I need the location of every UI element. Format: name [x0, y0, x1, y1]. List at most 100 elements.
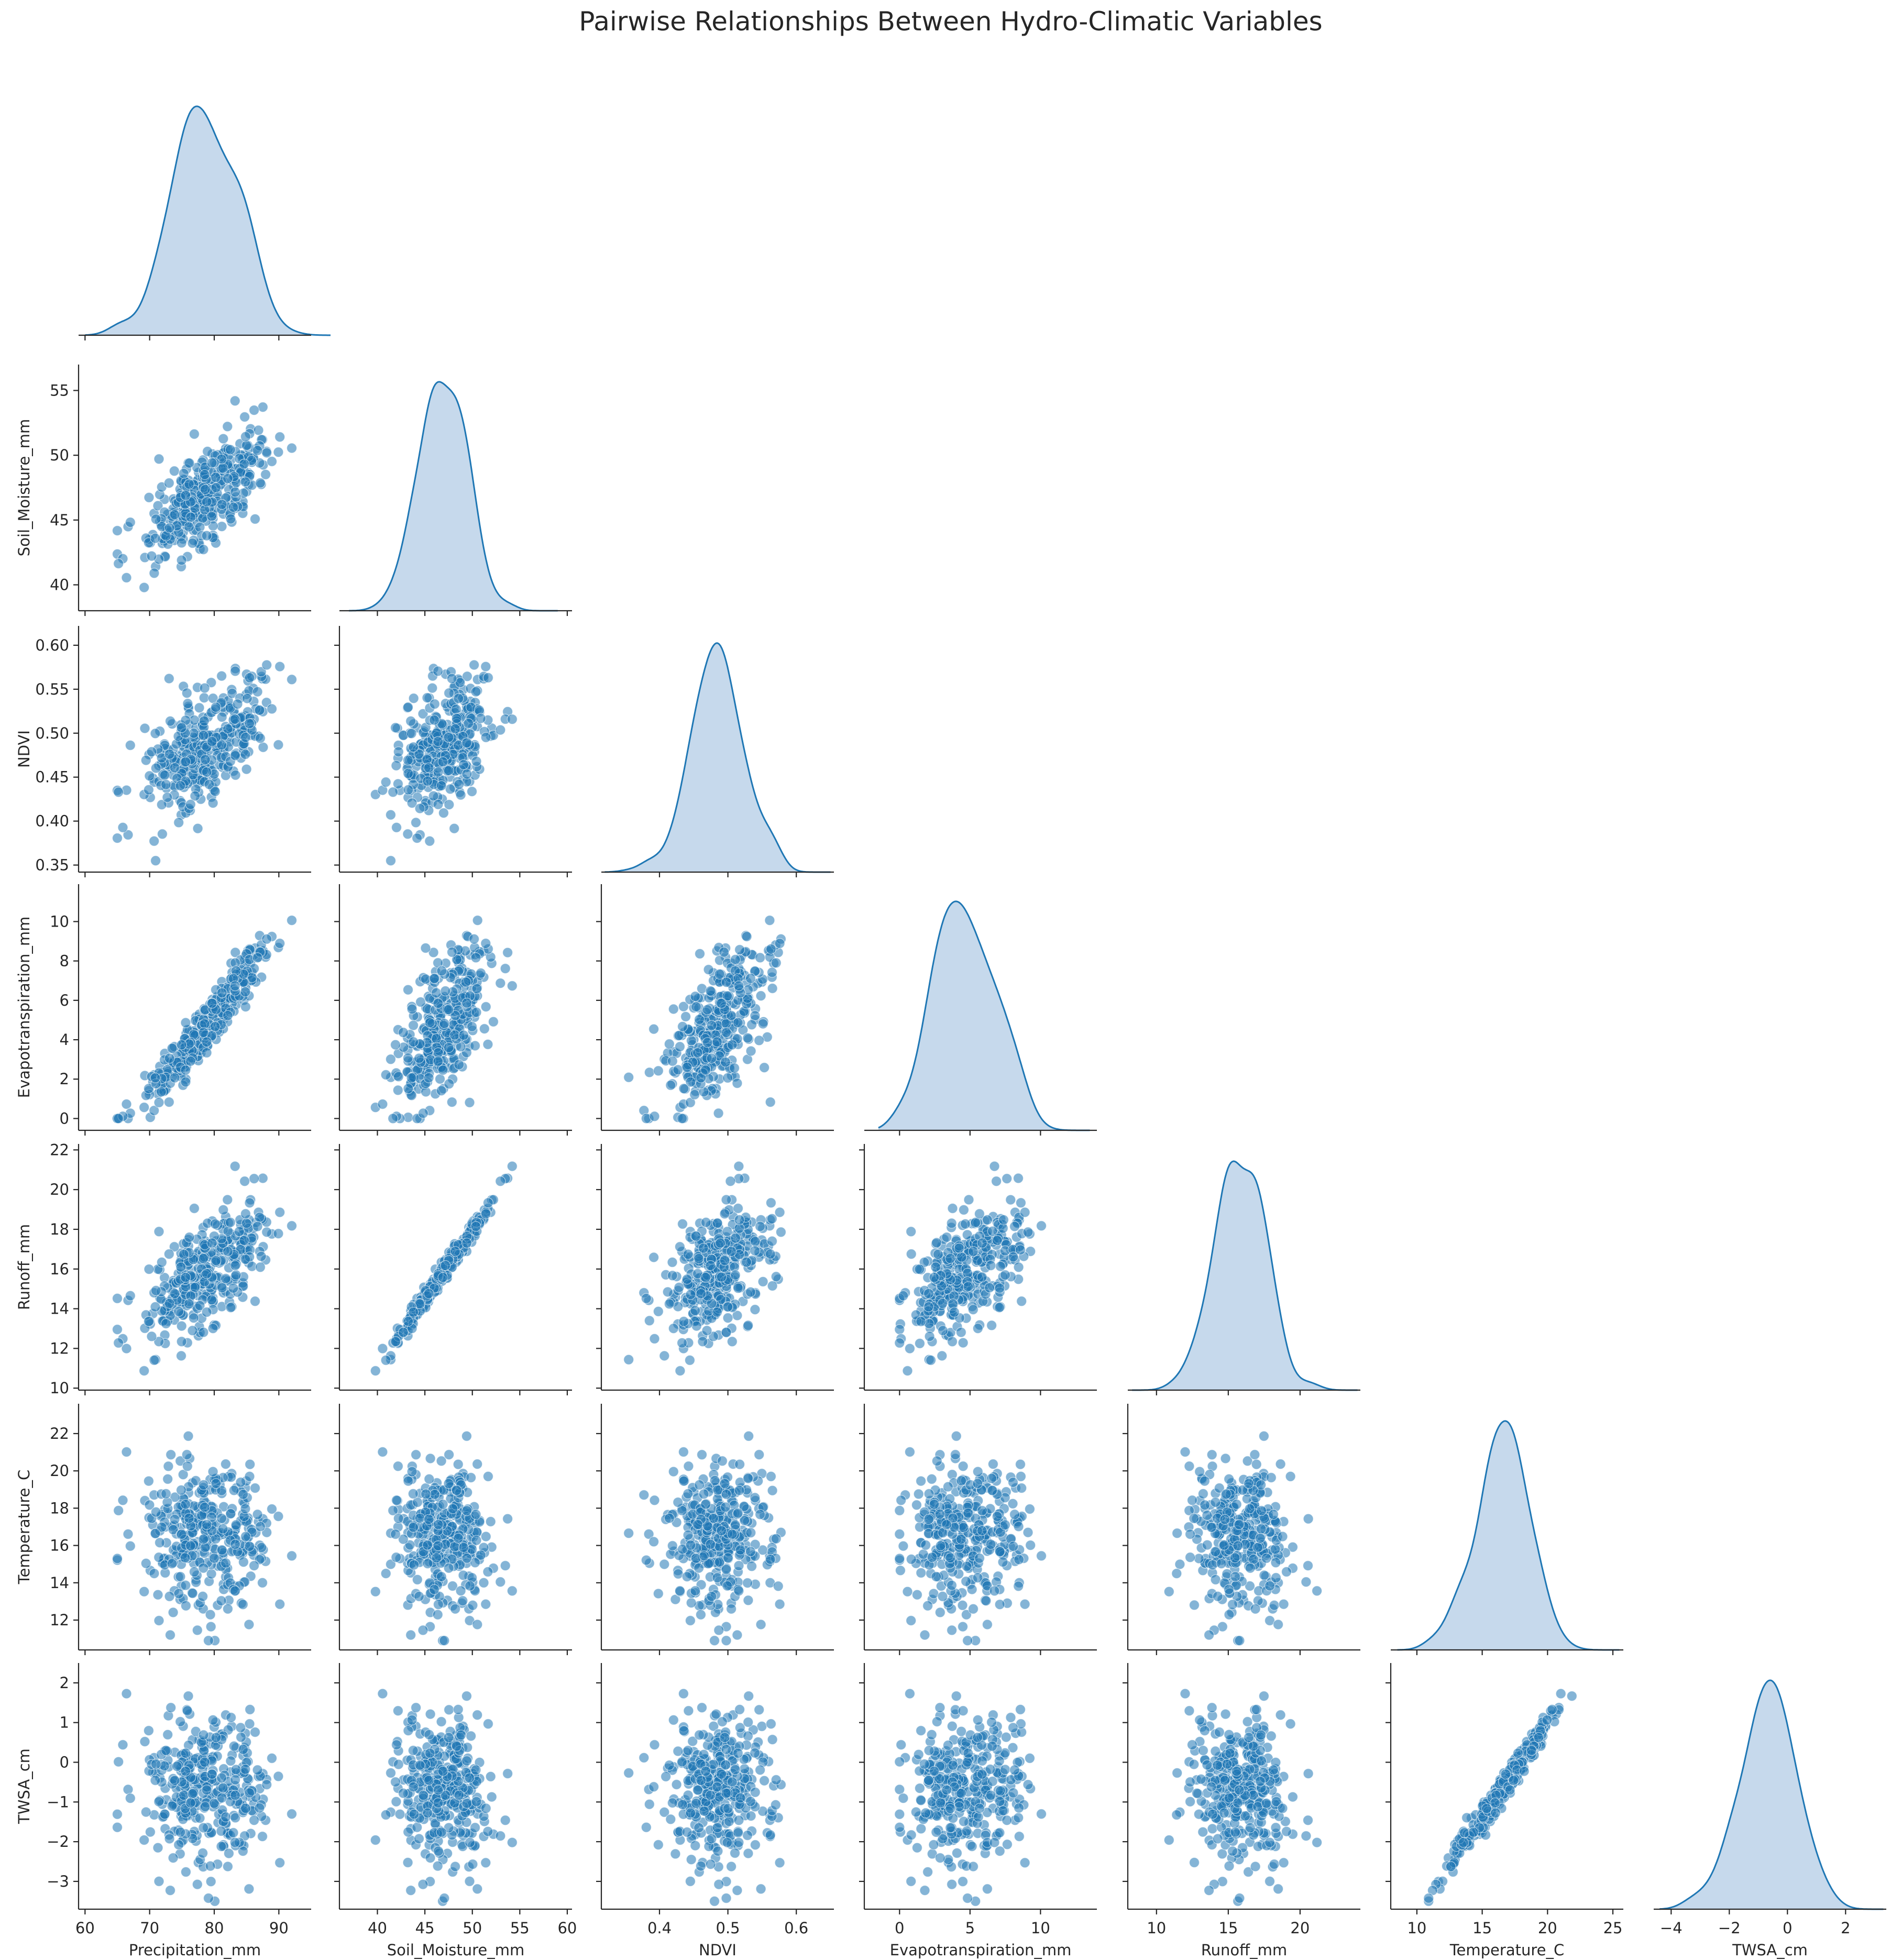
scatter-point [159, 769, 170, 781]
scatter-point [956, 1251, 967, 1262]
scatter-point [674, 1241, 686, 1252]
scatter-point [408, 1307, 419, 1318]
scatter-point [429, 1489, 440, 1500]
scatter-point [180, 1499, 191, 1510]
scatter-point [185, 1055, 196, 1067]
scatter-point [169, 1514, 180, 1525]
scatter-point [222, 421, 233, 432]
scatter-point [623, 1072, 634, 1083]
scatter-point [972, 1255, 983, 1266]
y-tick-label: 18 [50, 1220, 69, 1238]
scatter-point [482, 672, 494, 684]
scatter-point [717, 1456, 728, 1467]
scatter-point [392, 1461, 404, 1472]
scatter-point [725, 1603, 737, 1614]
scatter-point [500, 963, 511, 974]
scatter-point [471, 756, 482, 767]
scatter-point [696, 1449, 708, 1460]
scatter-point [225, 513, 236, 524]
scatter-point [156, 1257, 167, 1268]
scatter-point [150, 533, 161, 544]
scatter-point [408, 1522, 419, 1533]
scatter-point [705, 1539, 716, 1550]
scatter-point [180, 490, 191, 501]
scatter-point [706, 1591, 717, 1602]
scatter-point [457, 1595, 468, 1606]
scatter-point [678, 1316, 689, 1327]
scatter-point [229, 981, 240, 992]
scatter-point [668, 1466, 679, 1477]
scatter-point [443, 1449, 455, 1460]
scatter-point [995, 1261, 1006, 1272]
scatter-point [249, 1173, 260, 1184]
scatter-point [113, 1337, 124, 1348]
scatter-point [150, 1285, 161, 1296]
scatter-point [440, 985, 451, 997]
scatter-point [192, 823, 203, 834]
scatter-point [428, 714, 440, 725]
scatter-point [1013, 1173, 1024, 1184]
scatter-point [480, 938, 491, 949]
scatter-point [210, 702, 222, 713]
scatter-point [721, 1489, 732, 1500]
scatter-point [160, 779, 171, 790]
scatter-point [674, 1030, 685, 1041]
panel-runoff-mm-vs-ndvi [596, 1144, 834, 1395]
scatter-point [216, 670, 227, 681]
scatter-point [722, 1072, 733, 1083]
scatter-point [390, 1336, 401, 1347]
scatter-point [188, 1313, 199, 1324]
scatter-point [423, 1072, 434, 1083]
scatter-point [211, 482, 222, 493]
scatter-point [391, 1552, 402, 1563]
scatter-point [653, 1588, 664, 1599]
scatter-point [750, 1245, 761, 1256]
scatter-point [390, 722, 401, 733]
kde-fill-precipitation-mm [85, 106, 331, 335]
scatter-point [408, 742, 419, 753]
scatter-point [422, 1539, 433, 1550]
scatter-point [210, 472, 221, 483]
scatter-point [667, 1270, 678, 1281]
scatter-point [433, 799, 444, 810]
scatter-point [431, 987, 442, 998]
scatter-point [261, 1227, 272, 1238]
chart-title: Pairwise Relationships Between Hydro-Cli… [579, 6, 1322, 37]
scatter-point [185, 1540, 196, 1551]
scatter-point [480, 732, 491, 743]
y-tick-label: 12 [50, 1611, 69, 1629]
scatter-point [245, 1459, 256, 1470]
scatter-point [252, 686, 263, 697]
scatter-point [675, 1366, 686, 1377]
scatter-point [123, 1528, 134, 1539]
scatter-point [216, 711, 227, 723]
scatter-point [721, 1327, 732, 1338]
y-tick-label: 14 [50, 1574, 69, 1592]
scatter-point [388, 787, 399, 798]
scatter-point [274, 938, 285, 949]
scatter-point [774, 938, 785, 949]
scatter-point [286, 674, 298, 685]
scatter-point [743, 1320, 754, 1331]
scatter-point [150, 1301, 161, 1313]
scatter-point [471, 983, 482, 994]
scatter-point [217, 1523, 228, 1534]
scatter-point [206, 457, 217, 468]
scatter-point [427, 682, 438, 693]
scatter-point [201, 1307, 212, 1318]
scatter-point [683, 1249, 694, 1260]
scatter-point [164, 1629, 176, 1640]
scatter-point [207, 1466, 218, 1477]
scatter-point [244, 1541, 255, 1552]
scatter-point [721, 977, 732, 988]
scatter-point [218, 433, 229, 444]
scatter-point [765, 1249, 776, 1260]
scatter-point [123, 829, 134, 841]
scatter-point [765, 1097, 776, 1108]
scatter-point [946, 1218, 957, 1229]
scatter-point [428, 1584, 440, 1595]
scatter-point [721, 1194, 732, 1205]
scatter-point [181, 688, 192, 699]
